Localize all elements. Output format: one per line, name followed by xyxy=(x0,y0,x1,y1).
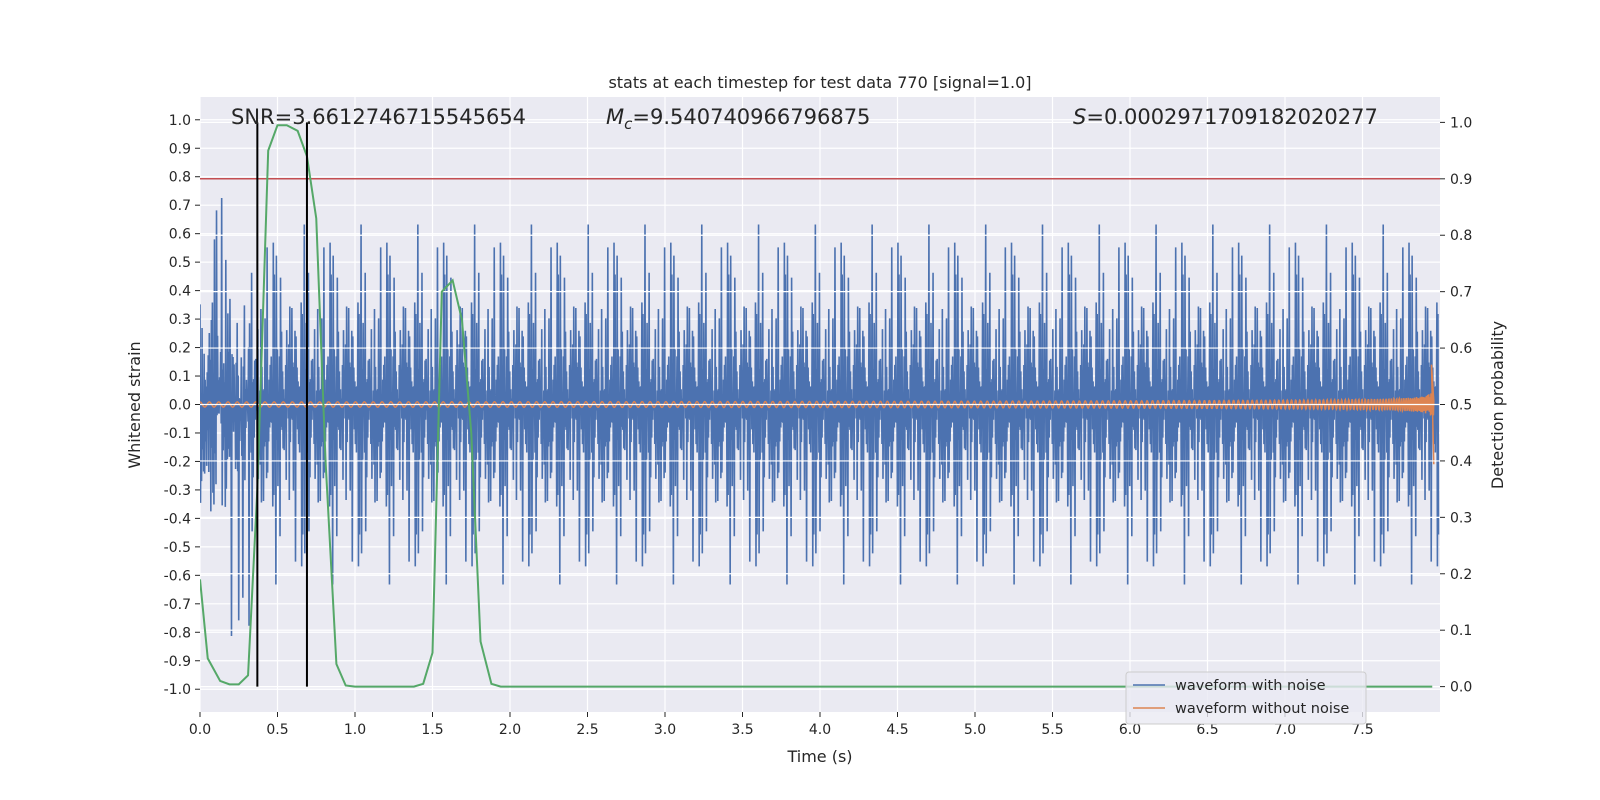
x-tick-label: 5.0 xyxy=(964,722,986,738)
legend-label-no-noise: waveform without noise xyxy=(1175,701,1349,717)
x-tick-label: 6.5 xyxy=(1196,722,1218,738)
noise-waveform-line xyxy=(200,198,1440,636)
series-waveform-with-noise xyxy=(200,198,1440,636)
y-tick-label: 0.3 xyxy=(169,312,191,328)
legend-label-noise: waveform with noise xyxy=(1175,678,1326,694)
x-tick-label: 2.5 xyxy=(576,722,598,738)
chart-title: stats at each timestep for test data 770… xyxy=(608,73,1031,92)
y-tick-label: -0.2 xyxy=(164,454,191,470)
x-tick-label: 1.5 xyxy=(421,722,443,738)
y-tick-label: 0.6 xyxy=(169,227,191,243)
y-tick-label: -0.7 xyxy=(164,597,191,613)
x-tick-label: 2.0 xyxy=(499,722,521,738)
x-tick-label: 5.5 xyxy=(1041,722,1063,738)
y-right-tick-label: 0.5 xyxy=(1450,398,1472,414)
y-axis-label: Whitened strain xyxy=(125,341,144,468)
y-tick-label: -0.4 xyxy=(164,511,191,527)
snr-annotation: SNR=3.6612746715545654 xyxy=(231,105,526,129)
x-tick-label: 7.0 xyxy=(1274,722,1296,738)
x-tick-label: 0.5 xyxy=(266,722,288,738)
y-tick-label: 0.9 xyxy=(169,141,191,157)
y-right-tick-label: 0.7 xyxy=(1450,285,1472,301)
x-tick-label: 3.5 xyxy=(731,722,753,738)
y-axis-right-ticks: 1.0 0.9 0.8 0.7 0.6 0.5 0.4 0.3 0.2 0.1 0.0 xyxy=(1440,115,1472,696)
x-tick-label: 0.0 xyxy=(189,722,211,738)
significance-annotation: S=0.0002971709182020277 xyxy=(1073,105,1378,129)
y-tick-label: 1.0 xyxy=(169,113,191,129)
significance-symbol: S xyxy=(1073,105,1086,129)
y-tick-label: -0.8 xyxy=(164,625,191,641)
x-tick-label: 7.5 xyxy=(1351,722,1373,738)
y-tick-label: -1.0 xyxy=(164,682,191,698)
y-right-tick-label: 0.1 xyxy=(1450,623,1472,639)
x-tick-label: 4.5 xyxy=(886,722,908,738)
y-tick-label: 0.1 xyxy=(169,369,191,385)
series-waveform-without-noise xyxy=(200,364,1435,465)
y-tick-label: -0.5 xyxy=(164,540,191,556)
detection-probability-line xyxy=(200,124,1433,688)
y-right-tick-label: 0.3 xyxy=(1450,510,1472,526)
y-tick-label: 0.4 xyxy=(169,284,191,300)
y-axis-left-ticks: 1.0 0.9 0.8 0.7 0.6 0.5 0.4 0.3 0.2 0.1 0.0 -0.1 -0.… xyxy=(164,113,200,698)
y-tick-label: 0.8 xyxy=(169,170,191,186)
y-right-tick-label: 0.4 xyxy=(1450,454,1472,470)
x-tick-label: 6.0 xyxy=(1119,722,1141,738)
y-right-tick-label: 0.6 xyxy=(1450,341,1472,357)
y-tick-label: -0.3 xyxy=(164,483,191,499)
x-axis-ticks: 0.0 0.5 1.0 1.5 2.0 2.5 3.0 3.5 4.0 4.5 5.0 5.5 6.0 6… xyxy=(189,712,1374,738)
y-right-tick-label: 0.9 xyxy=(1450,172,1472,188)
y-tick-label: -0.6 xyxy=(164,568,191,584)
significance-value: =0.0002971709182020277 xyxy=(1086,105,1378,129)
legend-box xyxy=(1125,671,1367,725)
y-tick-label: -0.1 xyxy=(164,426,191,442)
x-tick-label: 3.0 xyxy=(654,722,676,738)
x-tick-label: 1.0 xyxy=(344,722,366,738)
y-right-tick-label: 0.8 xyxy=(1450,228,1472,244)
chirp-mass-value: =9.540740966796875 xyxy=(632,105,870,129)
chirp-mass-symbol: M xyxy=(606,105,624,129)
y-tick-label: 0.5 xyxy=(169,255,191,271)
chirp-mass-annotation: Mc=9.540740966796875 xyxy=(606,105,870,133)
y-right-tick-label: 0.0 xyxy=(1450,680,1472,696)
vertical-markers xyxy=(256,122,308,687)
y-tick-label: 0.2 xyxy=(169,341,191,357)
legend: waveform with noise waveform without noi… xyxy=(1125,671,1367,725)
clean-waveform-line xyxy=(200,364,1435,465)
y-tick-label: -0.9 xyxy=(164,654,191,670)
y-right-tick-label: 0.2 xyxy=(1450,567,1472,583)
y-tick-label: 0.0 xyxy=(169,398,191,414)
x-tick-label: 4.0 xyxy=(809,722,831,738)
y-tick-label: 0.7 xyxy=(169,198,191,214)
y-right-tick-label: 1.0 xyxy=(1450,115,1472,131)
x-axis-label: Time (s) xyxy=(786,747,852,766)
series-detection-probability xyxy=(200,124,1433,688)
chirp-mass-subscript: c xyxy=(624,115,633,133)
y-axis-right-label: Detection probability xyxy=(1488,321,1507,489)
